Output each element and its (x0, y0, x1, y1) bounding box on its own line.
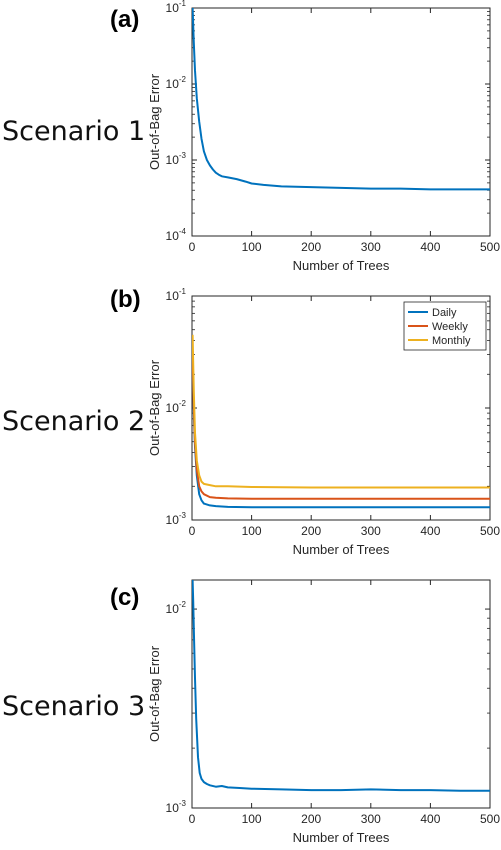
x-tick-label: 400 (420, 812, 440, 826)
y-tick-label: 10-3 (166, 151, 187, 167)
panel-label: (b) (110, 286, 141, 313)
panel-label: (c) (110, 584, 139, 611)
x-tick-label: 400 (420, 240, 440, 254)
x-tick-label: 400 (420, 524, 440, 538)
chart-panel-3: (c) Scenario 3 10-3 10-2 0 100 200 300 400 500 Num… (2, 579, 500, 845)
x-axis-label: Number of Trees (293, 258, 390, 273)
x-tick-label: 100 (242, 524, 262, 538)
x-tick-label: 100 (242, 812, 262, 826)
x-tick-label: 500 (480, 812, 500, 826)
y-tick-label: 10-2 (166, 75, 187, 91)
x-tick-label: 0 (189, 240, 196, 254)
plot-frame (191, 579, 491, 809)
x-tick-label: 200 (301, 240, 321, 254)
x-tick-label: 100 (242, 240, 262, 254)
x-tick-label: 300 (361, 240, 381, 254)
x-tick-label: 500 (480, 240, 500, 254)
scenario-label: Scenario 3 (2, 691, 145, 722)
x-tick-label: 0 (189, 812, 196, 826)
y-tick-label: 10-1 (166, 287, 187, 303)
scenario-label: Scenario 1 (2, 116, 145, 147)
series-line-weekly (192, 354, 490, 500)
x-tick-label: 200 (301, 812, 321, 826)
y-tick-label: 10-2 (166, 600, 187, 616)
legend-item-monthly: Monthly (432, 335, 471, 347)
x-tick-label: 300 (361, 524, 381, 538)
series-line-daily (192, 357, 490, 509)
series-line-1 (192, 8, 490, 191)
x-axis-label: Number of Trees (293, 830, 390, 845)
y-tick-label: 10-2 (166, 399, 187, 415)
series-line-1 (192, 580, 490, 792)
legend-item-daily: Daily (432, 307, 457, 319)
x-tick-label: 0 (189, 524, 196, 538)
y-axis-label: Out-of-Bag Error (147, 645, 162, 742)
x-tick-label: 300 (361, 812, 381, 826)
y-tick-label: 10-3 (166, 799, 187, 815)
x-axis-label: Number of Trees (293, 542, 390, 557)
y-axis-label: Out-of-Bag Error (147, 73, 162, 170)
series-line-monthly (192, 334, 490, 489)
y-tick-label: 10-3 (166, 511, 187, 527)
plot-frame (191, 7, 491, 237)
chart-panel-1: (a) Scenario 1 10-4 10-3 10-2 10-1 0 100 200 300 4… (2, 0, 500, 273)
y-tick-label: 10-1 (166, 0, 187, 15)
scenario-label: Scenario 2 (2, 406, 145, 437)
panel-label: (a) (110, 6, 139, 33)
legend-item-weekly: Weekly (432, 321, 468, 333)
x-tick-label: 200 (301, 524, 321, 538)
x-tick-label: 500 (480, 524, 500, 538)
y-axis-label: Out-of-Bag Error (147, 359, 162, 456)
y-tick-label: 10-4 (166, 227, 187, 243)
chart-panel-2: (b) Scenario 2 10-3 10-2 10-1 0 100 200 300 400 50… (2, 286, 500, 557)
